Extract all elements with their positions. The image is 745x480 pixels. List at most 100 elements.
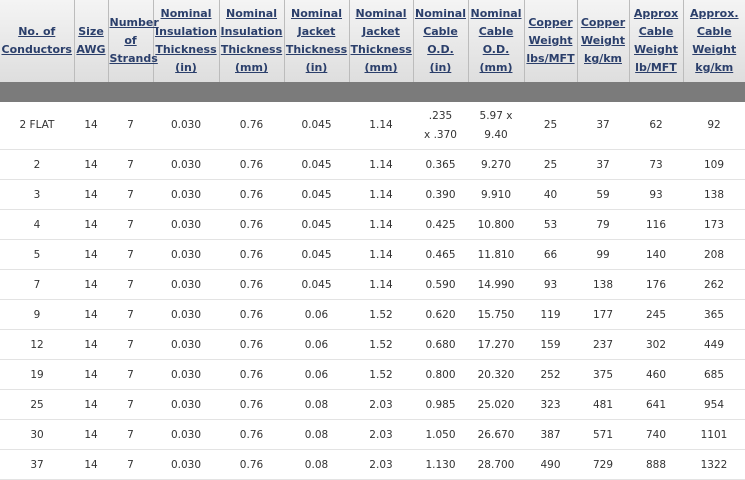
table-row: 2 14 7 0.030 0.76 0.045 1.14 0.365 9.270 25 37 73 10… [0,149,745,180]
table-cell: 0.030 [153,102,219,150]
table-cell-value: 0.030 [170,428,202,441]
table-cell-value: 0.76 [239,218,264,231]
table-cell: 53 [524,209,577,240]
table-row: 12 14 7 0.030 0.76 0.06 1.52 0.680 17.270 159 237 3… [0,329,745,360]
table-cell: 0.030 [153,389,219,420]
table-cell: 0.425 [413,209,468,240]
column-header[interactable]: Nominal Cable O.D. (in) [413,0,469,82]
column-header[interactable]: Nominal Jacket Thickness (mm) [349,0,414,82]
table-cell: 0.06 [284,359,349,390]
table-cell: 740 [629,419,683,450]
table-cell: 0.045 [284,102,349,150]
table-cell: 25 [0,389,74,420]
table-cell: 0.76 [219,329,284,360]
table-cell-value: 0.030 [170,218,202,231]
table-cell: 0.76 [219,102,284,150]
column-header-text: Copper [580,16,626,29]
table-cell: 387 [524,419,577,450]
column-header[interactable]: Copper Weight lbs/MFT [524,0,578,82]
column-header-text: Weight [581,34,625,47]
table-cell-value: 208 [703,248,725,261]
table-cell: 208 [683,239,745,270]
table-cell-value: 0.06 [304,338,329,351]
table-cell: 0.045 [284,179,349,210]
table-cell-value: 375 [592,368,614,381]
table-cell-value: 119 [540,308,561,321]
table-cell: 0.045 [284,269,349,300]
table-cell: 14 [74,329,108,360]
table-cell: 0.030 [153,299,219,330]
table-cell: 9.910 [468,179,524,210]
table-cell: 9 [0,299,74,330]
table-cell-value: 138 [703,188,725,201]
column-header[interactable]: No. of Conductors [0,0,75,82]
table-cell-value: 19 [30,368,44,381]
table-cell-value: 740 [645,428,667,441]
table-cell-value: 14 [84,458,98,471]
table-cell-value: 2.03 [369,398,393,411]
table-cell: 14 [74,419,108,450]
column-header[interactable]: Nominal Insulation Thickness (mm) [219,0,285,82]
table-cell-value: 7 [127,428,134,441]
table-row: 19 14 7 0.030 0.76 0.06 1.52 0.800 20.320 252 375 4… [0,359,745,390]
table-row: 4 14 7 0.030 0.76 0.045 1.14 0.425 10.800 53 79 116… [0,209,745,240]
table-cell: 7 [108,449,153,480]
table-cell-value: 641 [645,398,667,411]
table-cell: 26.670 [468,419,524,450]
column-header[interactable]: Size AWG [74,0,109,82]
table-cell-value: 245 [645,308,667,321]
column-header[interactable]: Approx Cable Weight lb/MFT [629,0,684,82]
table-cell-value: 25.020 [477,398,515,411]
table-cell: 138 [577,269,629,300]
table-cell: 12 [0,329,74,360]
table-cell-value: 73 [649,158,663,171]
column-header-text: Approx [633,7,679,20]
column-header-text: Copper [528,16,573,29]
column-header-text: lbs/MFT [526,52,575,65]
table-cell-value: 7 [127,398,134,411]
column-header[interactable]: Nominal Insulation Thickness (in) [153,0,220,82]
table-cell-value: 685 [703,368,725,381]
table-cell: 7 [108,299,153,330]
table-cell: 4 [0,209,74,240]
column-header-text: Nominal [290,7,343,20]
column-header[interactable]: Nominal Cable O.D. (mm) [468,0,525,82]
table-cell-value: 0.680 [425,338,456,351]
table-cell-value: 25 [543,158,558,171]
table-cell-value: 490 [540,458,561,471]
table-cell-value: 7 [127,158,134,171]
table-cell-value: x .370 [424,128,457,141]
table-cell: 140 [629,239,683,270]
table-cell: 2 FLAT [0,102,74,150]
table-cell-value: 10.800 [477,218,515,231]
table-cell: 25 [524,149,577,180]
column-header[interactable]: Nominal Jacket Thickness (in) [284,0,350,82]
table-cell: 0.030 [153,359,219,390]
table-cell-value: 109 [703,158,725,171]
table-cell-value: 0.76 [239,119,264,131]
table-cell-value: 14 [84,278,98,291]
table-cell-value: 0.985 [425,398,456,411]
table-cell-value: 159 [540,338,561,351]
column-header-text: No. of [18,25,56,38]
column-header-text: Weight [634,43,678,56]
table-cell-value: 0.030 [170,338,202,351]
column-header[interactable]: Copper Weight kg/km [577,0,630,82]
table-cell-value: 460 [645,368,667,381]
table-cell-value: 9.270 [480,158,512,171]
table-cell: 0.76 [219,299,284,330]
column-header-text: Nominal [225,7,278,20]
table-cell: 1.14 [349,102,413,150]
table-cell: 25.020 [468,389,524,420]
table-cell: 449 [683,329,745,360]
column-header[interactable]: Approx. Cable Weight kg/km [683,0,745,82]
table-cell-value: 14.990 [477,278,515,291]
table-cell: 490 [524,449,577,480]
column-header-text: of [124,34,137,47]
column-header[interactable]: Number of Strands [108,0,159,82]
table-cell-value: 14 [84,368,98,381]
table-cell-value: 1.52 [369,338,393,351]
table-cell-value: 1.14 [369,188,393,201]
header-separator-band [0,82,745,102]
table-cell: 1.050 [413,419,468,450]
